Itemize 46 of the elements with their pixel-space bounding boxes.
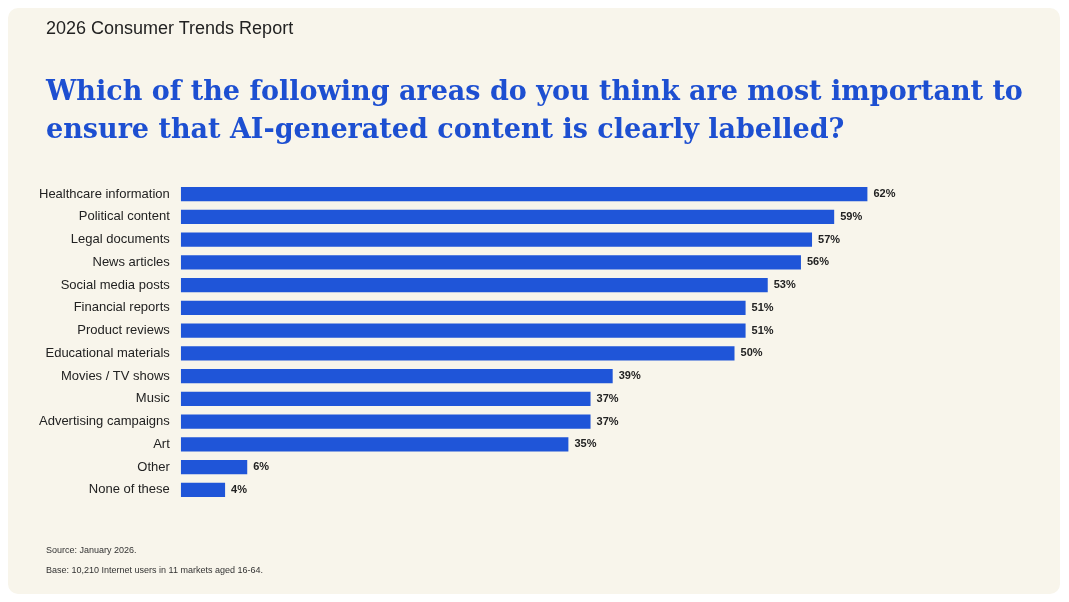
chart-subtitle: 2026 Consumer Trends Report: [46, 18, 294, 39]
bar: [180, 300, 746, 315]
y-tick-label: Financial reports: [73, 299, 171, 315]
y-tick-label: Product reviews: [77, 322, 171, 338]
y-tick-label: Movies / TV shows: [60, 367, 171, 383]
y-tick-label: Legal documents: [70, 231, 171, 247]
data-label: 53%: [773, 278, 796, 291]
data-label: 51%: [751, 300, 774, 313]
y-tick-label: Healthcare information: [38, 185, 170, 201]
y-tick-label: None of these: [88, 481, 170, 497]
data-label: 62%: [873, 187, 896, 200]
data-label: 4%: [231, 482, 248, 495]
data-label: 51%: [751, 323, 774, 336]
data-label: 39%: [618, 369, 641, 382]
data-label: 50%: [740, 346, 763, 359]
bar: [180, 255, 801, 270]
bar: [180, 232, 813, 247]
bar: [180, 414, 591, 429]
data-label: 59%: [840, 209, 863, 222]
bar: [180, 391, 591, 406]
data-label: 6%: [253, 460, 270, 473]
bar: [180, 346, 735, 361]
bar: [180, 323, 746, 338]
y-tick-label: Political content: [78, 208, 171, 224]
y-tick-label: News articles: [92, 253, 171, 269]
y-tick-label: Advertising campaigns: [38, 413, 171, 429]
bar: [180, 482, 226, 497]
bar: [180, 460, 248, 475]
data-label: 57%: [818, 232, 841, 245]
data-label: 37%: [596, 391, 619, 404]
data-label: 35%: [574, 437, 597, 450]
bar: [180, 437, 569, 452]
y-tick-label: Art: [153, 435, 171, 451]
data-label: 56%: [806, 255, 830, 268]
y-tick-label: Social media posts: [60, 276, 171, 292]
source-note: Source: January 2026.: [46, 544, 138, 557]
bar: [180, 209, 835, 224]
y-tick-label: Music: [135, 390, 171, 406]
bar: [180, 369, 613, 384]
y-tick-label: Educational materials: [45, 344, 171, 360]
data-label: 37%: [596, 414, 619, 427]
bar: [180, 278, 768, 293]
y-tick-label: Other: [137, 458, 171, 474]
bar: [180, 187, 868, 202]
chart-title: Which of the following areas do you think are most important to ensure that AI-generated content is clearly labelled?: [46, 74, 1024, 146]
text: Base: 10,210 Internet users in 11 markets aged 16-64.: [46, 564, 263, 577]
